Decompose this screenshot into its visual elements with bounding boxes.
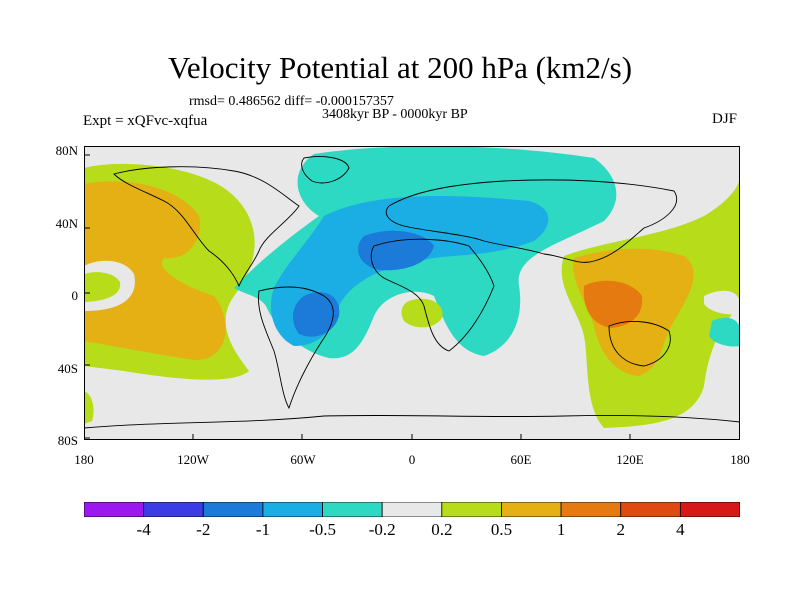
maritime-positive-core: [583, 280, 643, 328]
period-label: 3408kyr BP - 0000kyr BP: [322, 107, 468, 122]
colorbar-label: 1: [556, 520, 566, 539]
colorbar-swatch: [322, 502, 383, 517]
x-tick-120e: 120E: [616, 452, 644, 467]
y-tick-0: 0: [71, 288, 79, 303]
y-tick-80n: 80N: [55, 143, 78, 158]
colorbar-swatch: [84, 502, 145, 517]
south-america-coast: [258, 286, 334, 410]
gulf-guinea-positive: [401, 298, 443, 328]
x-tick-180e: 180: [730, 452, 750, 467]
y-tick-80s: 80S: [57, 433, 78, 448]
brazil-negative-core: [292, 292, 340, 337]
stats-label: rmsd= 0.486562 diff= -0.000157357: [189, 94, 394, 109]
x-tick-180w: 180: [74, 452, 94, 467]
colorbar-label: 4: [676, 520, 685, 539]
experiment-label: Expt = xQFvc-xqfua: [83, 113, 208, 129]
x-tick-60w: 60W: [290, 452, 316, 467]
colorbar-swatch: [679, 502, 740, 517]
colorbar-label: 0.2: [431, 520, 453, 539]
map-ticks: [84, 154, 631, 440]
x-tick-0: 0: [408, 452, 416, 467]
colorbar-swatch: [501, 502, 562, 517]
plot-title: Velocity Potential at 200 hPa (km2/s): [167, 50, 633, 85]
colorbar-swatch: [560, 502, 622, 517]
colorbar-swatch: [202, 502, 264, 517]
coastlines: [84, 156, 740, 429]
y-tick-40s: 40S: [57, 361, 78, 376]
east-pacific-neutral-gap: [704, 290, 740, 315]
colorbar-label: 2: [616, 520, 625, 539]
africa-negative-core: [358, 230, 434, 271]
colorbar-swatch: [262, 502, 323, 517]
eurasia-coast: [385, 179, 678, 263]
east-pacific-negative: [709, 317, 740, 347]
pacific-cutout-fill: [84, 272, 121, 302]
x-tick-60e: 60E: [510, 452, 532, 467]
season-label: DJF: [712, 111, 738, 127]
colorbar-label: -1: [255, 520, 270, 539]
colorbar-swatch: [143, 502, 204, 517]
greenland-coast: [301, 156, 350, 184]
colorbar-label: -2: [196, 520, 211, 539]
africa-coast: [370, 238, 495, 352]
colorbar-label: -4: [136, 520, 151, 539]
colorbar-label: -0.5: [309, 520, 336, 539]
atlantic-negative-mid: [270, 196, 549, 346]
australia-coast: [608, 321, 671, 367]
x-tick-120w: 120W: [177, 452, 209, 467]
colorbar-swatch: [381, 502, 443, 517]
velocity-potential-map: [84, 146, 740, 440]
colorbar: [84, 502, 740, 517]
sw-pacific-positive: [84, 391, 94, 424]
north-america-coast: [113, 166, 300, 288]
y-tick-40n: 40N: [55, 216, 78, 231]
colorbar-label: 0.5: [490, 520, 513, 539]
colorbar-label: -0.2: [368, 520, 396, 539]
antarctica-coast: [84, 414, 740, 429]
colorbar-swatch: [441, 502, 502, 517]
colorbar-swatch: [620, 502, 681, 517]
